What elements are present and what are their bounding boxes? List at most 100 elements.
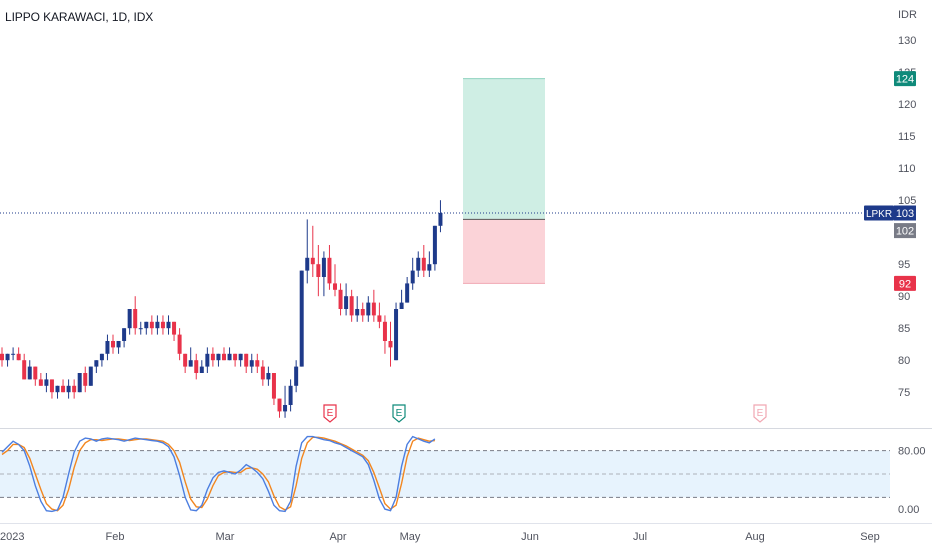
candle-body bbox=[11, 353, 16, 355]
price-tick-label: 90 bbox=[898, 291, 910, 303]
candle-body bbox=[172, 321, 177, 335]
candle bbox=[177, 328, 182, 361]
candle bbox=[16, 347, 21, 361]
time-tick-label: 2023 bbox=[0, 531, 24, 543]
candle-body bbox=[382, 321, 387, 341]
candle-body bbox=[44, 379, 49, 386]
candle bbox=[249, 353, 254, 373]
candle bbox=[266, 366, 271, 386]
last-price-tag: LPKR 103 bbox=[864, 205, 916, 221]
candle-body bbox=[410, 270, 415, 284]
candle bbox=[55, 385, 60, 399]
candle bbox=[144, 321, 149, 335]
last-price-box bbox=[894, 205, 916, 221]
candle bbox=[421, 245, 426, 277]
candle bbox=[77, 373, 82, 393]
candle-body bbox=[27, 366, 32, 380]
candle-body bbox=[5, 353, 10, 361]
candle-body bbox=[244, 353, 249, 367]
candle-body bbox=[72, 385, 77, 393]
candle-body bbox=[405, 283, 410, 303]
candle-body bbox=[238, 353, 243, 361]
candle bbox=[327, 245, 332, 290]
candle bbox=[371, 289, 376, 322]
target-price-tag: 124 bbox=[894, 71, 916, 87]
candle bbox=[155, 315, 160, 335]
candle-body bbox=[432, 225, 437, 265]
candle bbox=[338, 283, 343, 316]
candle bbox=[0, 347, 4, 367]
candle-body bbox=[355, 309, 360, 316]
candle bbox=[83, 366, 88, 393]
target-price-tag-text: 124 bbox=[896, 74, 914, 86]
candle bbox=[188, 347, 193, 367]
candle-body bbox=[227, 353, 232, 361]
candle-body bbox=[277, 398, 282, 412]
candle-body bbox=[111, 341, 115, 348]
candle-body bbox=[233, 353, 238, 361]
price-tick-label: 110 bbox=[898, 163, 916, 175]
candle-body bbox=[288, 385, 293, 405]
time-tick-label: Jul bbox=[633, 531, 647, 543]
candle-body bbox=[66, 385, 71, 393]
candle bbox=[94, 360, 99, 373]
candle-body bbox=[249, 360, 254, 367]
prev-close-tag: 102 bbox=[894, 223, 916, 239]
candle bbox=[277, 398, 282, 418]
candle-body bbox=[377, 315, 382, 322]
stoch-tick-80: 80.00 bbox=[898, 446, 926, 458]
candle-body bbox=[88, 366, 93, 386]
candle-body bbox=[333, 283, 337, 290]
candle-body bbox=[105, 341, 110, 354]
price-tick-label: 130 bbox=[898, 35, 916, 47]
chart-title: LIPPO KARAWACI, 1D, IDX bbox=[5, 10, 154, 24]
candle bbox=[294, 360, 299, 393]
candle-body bbox=[271, 373, 276, 399]
candle-body bbox=[38, 379, 43, 386]
candle-body bbox=[338, 289, 343, 309]
prev-close-text: 102 bbox=[896, 226, 914, 238]
stop-price-tag-text: 92 bbox=[899, 278, 911, 290]
stoch-d-line bbox=[1, 436, 435, 512]
price-axis: IDR1301251201151101051009590858075 bbox=[898, 9, 917, 399]
candle-body bbox=[0, 353, 4, 361]
candle-body bbox=[49, 379, 54, 393]
candle-body bbox=[33, 366, 38, 380]
price-tick-label: 80 bbox=[898, 355, 910, 367]
time-axis: 2023 Feb Mar Apr May Jun Jul Aug Sep bbox=[0, 531, 880, 543]
candle-body bbox=[327, 257, 332, 284]
candle bbox=[271, 373, 276, 405]
candle bbox=[194, 353, 199, 380]
candle-body bbox=[427, 264, 432, 271]
candle-body bbox=[283, 405, 288, 412]
candle bbox=[333, 264, 337, 297]
earnings-badge bbox=[392, 404, 406, 423]
candle-body bbox=[438, 213, 443, 226]
candle-body bbox=[194, 360, 199, 373]
candle bbox=[166, 315, 171, 335]
candle bbox=[33, 366, 38, 386]
candle-body bbox=[349, 296, 354, 316]
time-tick-label: May bbox=[400, 531, 421, 543]
candle bbox=[349, 289, 354, 322]
candle-body bbox=[144, 321, 149, 329]
price-tick-label: 85 bbox=[898, 323, 910, 335]
candle bbox=[427, 251, 432, 277]
candle-body bbox=[116, 341, 121, 348]
candle bbox=[88, 366, 93, 386]
candle-body bbox=[149, 321, 154, 329]
earnings-marker: E bbox=[392, 404, 406, 423]
candle bbox=[116, 341, 121, 354]
time-tick-label: Jun bbox=[521, 531, 539, 543]
symbol-tag-text: LPKR bbox=[866, 209, 892, 220]
earnings-badge bbox=[323, 404, 337, 423]
candle bbox=[360, 302, 365, 322]
candle-body bbox=[344, 296, 349, 309]
candle bbox=[160, 315, 165, 335]
candle-body bbox=[316, 264, 321, 277]
prev-close-box bbox=[894, 223, 916, 239]
candle-body bbox=[138, 328, 143, 330]
candle-body bbox=[16, 353, 21, 361]
candle-body bbox=[177, 334, 182, 354]
